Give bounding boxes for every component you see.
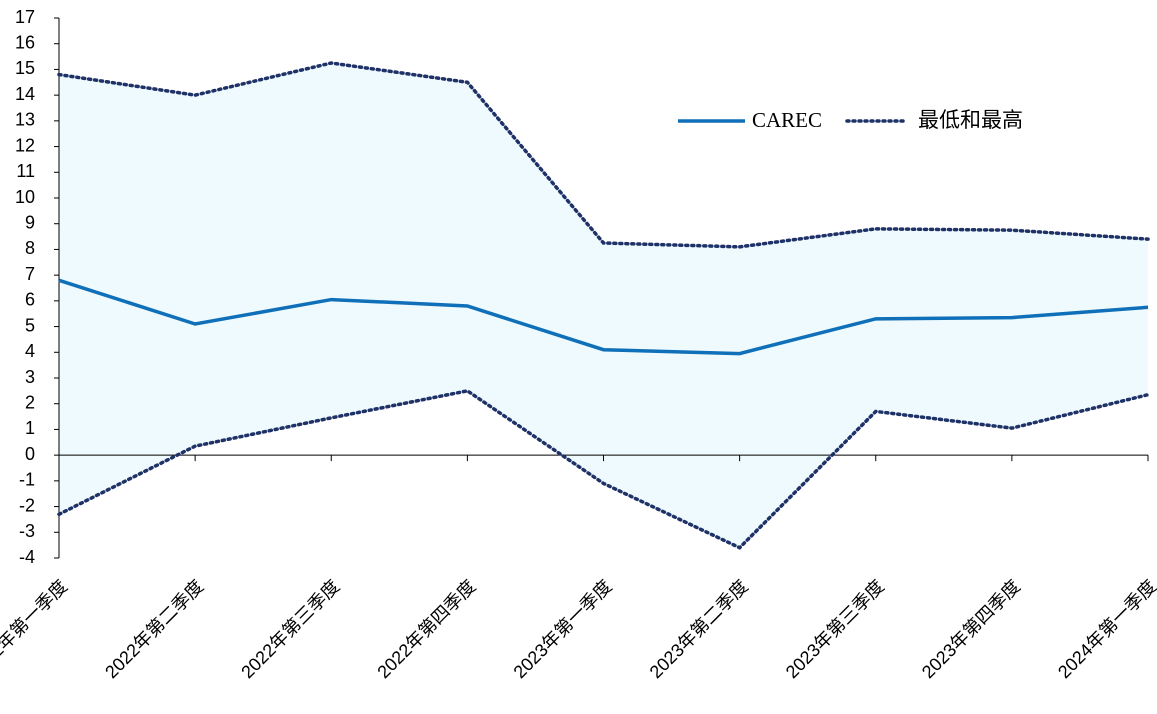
y-tick-label: 17 <box>15 7 35 27</box>
y-tick-label: -4 <box>19 547 35 567</box>
y-tick-label: 11 <box>16 161 35 181</box>
x-tick-label: 2023年第一季度 <box>510 576 616 682</box>
x-tick-label: 2024年第一季度 <box>1054 576 1157 682</box>
legend-label: CAREC <box>752 108 822 132</box>
x-tick-label: 2023年第四季度 <box>918 576 1024 682</box>
y-tick-label: 6 <box>25 290 35 310</box>
carec-line <box>58 278 1149 356</box>
max-line <box>57 61 1150 249</box>
y-tick-label: 15 <box>15 58 35 78</box>
y-tick-label: -3 <box>19 521 35 541</box>
x-tick-label: 2022年第一季度 <box>0 576 71 682</box>
x-tick-label: 2023年第二季度 <box>646 576 752 682</box>
y-tick-label: 14 <box>15 84 35 104</box>
y-tick-label: 1 <box>25 418 35 438</box>
y-tick-label: 7 <box>25 264 35 284</box>
y-tick-label: 3 <box>25 367 35 387</box>
x-tick-label: 2022年第二季度 <box>101 576 207 682</box>
min-line <box>57 388 1150 550</box>
y-tick-label: 2 <box>25 392 35 412</box>
y-tick-label: -2 <box>19 495 35 515</box>
x-tick-label: 2022年第四季度 <box>373 576 479 682</box>
y-tick-label: 16 <box>15 32 35 52</box>
y-tick-label: 9 <box>25 212 35 232</box>
y-tick-label: -1 <box>19 470 35 490</box>
x-tick-label: 2022年第三季度 <box>237 576 343 682</box>
y-tick-label: 10 <box>15 187 35 207</box>
x-tick-label: 2023年第三季度 <box>782 576 888 682</box>
y-tick-label: 0 <box>25 444 35 464</box>
y-tick-label: 12 <box>15 135 35 155</box>
y-tick-label: 8 <box>25 238 35 258</box>
y-tick-label: 13 <box>15 110 35 130</box>
range-area <box>59 63 1148 548</box>
y-tick-label: 5 <box>25 315 35 335</box>
y-tick-label: 4 <box>25 341 35 361</box>
legend-label: 最低和最高 <box>918 108 1023 132</box>
